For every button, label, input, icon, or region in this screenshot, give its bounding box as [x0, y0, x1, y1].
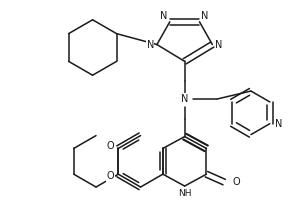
Text: N: N — [147, 40, 154, 50]
Text: N: N — [215, 40, 223, 50]
Text: O: O — [107, 141, 114, 151]
Text: NH: NH — [178, 189, 191, 198]
Text: N: N — [275, 119, 282, 129]
Text: N: N — [160, 11, 168, 21]
Text: N: N — [181, 94, 188, 104]
Text: O: O — [232, 177, 240, 187]
Text: O: O — [107, 171, 114, 181]
Text: N: N — [202, 11, 209, 21]
